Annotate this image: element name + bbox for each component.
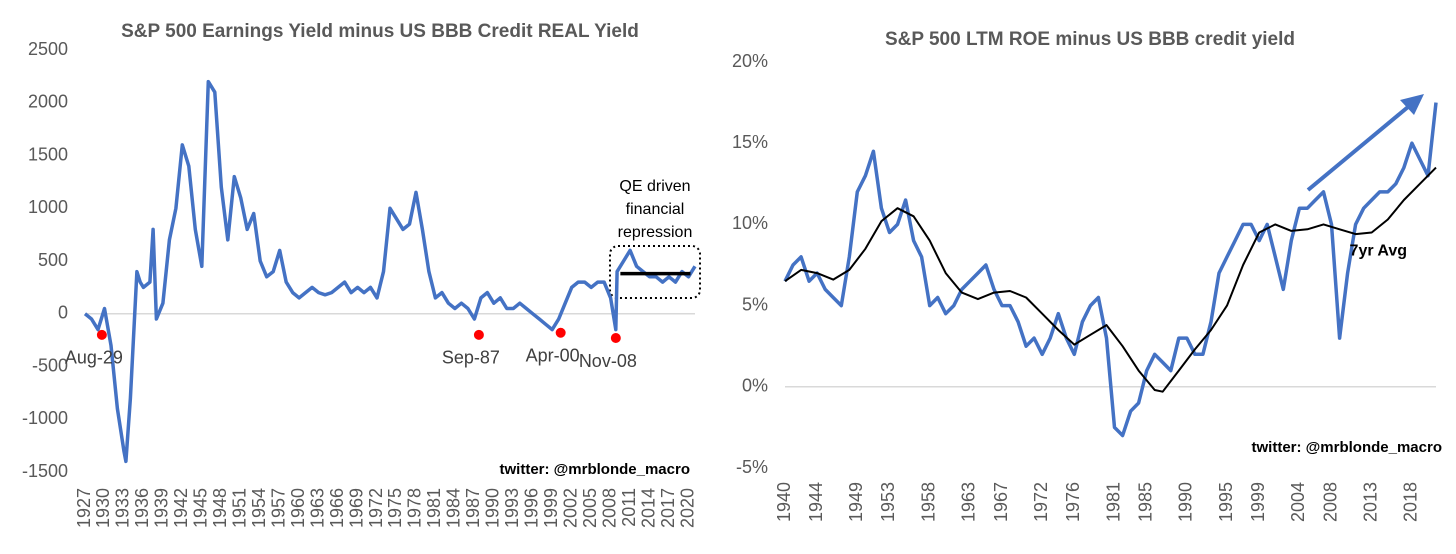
y-tick-label: 1000 [28,197,68,217]
annotation-point [473,329,484,340]
x-tick-label: 1954 [249,488,269,528]
x-tick-label: 1996 [522,488,542,528]
x-tick-label: 1963 [307,488,327,528]
x-tick-label: 1960 [288,488,308,528]
x-tick-label: 1949 [846,482,866,522]
x-tick-label: 1944 [806,482,826,522]
x-tick-label: 2014 [638,488,658,528]
x-tick-label: 1958 [918,482,938,522]
annotation-label: Apr-00 [526,345,580,365]
x-tick-label: 2004 [1288,482,1308,522]
y-tick-label: 0% [742,376,768,396]
y-tick-label: 15% [732,132,768,152]
credit: twitter: @mrblonde_macro [1252,439,1443,456]
chart-title: S&P 500 LTM ROE minus US BBB credit yiel… [885,29,1295,50]
y-tick-label: 20% [732,51,768,71]
series-label: 7yr Avg [1350,242,1408,259]
x-tick-label: 1942 [171,488,191,528]
x-tick-label: 2011 [619,488,639,527]
x-tick-label: 1927 [74,488,94,528]
annotation-label: Nov-08 [579,351,637,371]
y-tick-label: -500 [32,355,68,375]
x-tick-label: 2005 [580,488,600,528]
x-tick-label: 1967 [991,482,1011,522]
x-tick-label: 1999 [541,488,561,528]
x-tick-label: 1981 [1103,482,1123,522]
credit: twitter: @mrblonde_macro [500,461,691,478]
chart-title: S&P 500 Earnings Yield minus US BBB Cred… [121,21,639,42]
x-tick-label: 1978 [405,488,425,528]
x-tick-label: 1976 [1063,482,1083,522]
x-tick-label: 1963 [959,482,979,522]
annotation-point [555,327,566,338]
y-tick-label: 10% [732,213,768,233]
y-tick-label: -1500 [22,461,68,481]
x-tick-label: 1972 [366,488,386,528]
x-tick-label: 1940 [774,482,794,522]
x-tick-label: 1975 [385,488,405,528]
x-tick-label: 2008 [599,488,619,528]
annotation-point [610,333,621,344]
y-tick-label: 5% [742,294,768,314]
y-tick-label: -5% [736,457,768,477]
x-tick-label: 1969 [346,488,366,528]
y-tick-label: 500 [38,250,68,270]
y-tick-label: -1000 [22,408,68,428]
annotation-point [96,329,107,340]
x-tick-label: 2018 [1401,482,1421,522]
x-tick-label: 1930 [93,488,113,528]
x-tick-label: 1966 [327,488,347,528]
trend-arrow-head [1400,94,1424,115]
annotation-label: Sep-87 [442,348,500,368]
x-tick-label: 2020 [677,488,697,528]
x-tick-label: 1993 [502,488,522,528]
x-tick-label: 1990 [1176,482,1196,522]
y-tick-label: 0 [58,303,68,323]
x-tick-label: 1999 [1248,482,1268,522]
x-tick-label: 1939 [152,488,172,528]
line-series [784,166,1437,393]
x-tick-label: 2013 [1360,482,1380,522]
x-tick-label: 2002 [560,488,580,528]
x-tick-label: 1945 [191,488,211,528]
note-text: financial [626,201,685,218]
x-tick-label: 1995 [1216,482,1236,522]
x-tick-label: 1936 [132,488,152,528]
line-series [783,102,1438,438]
x-tick-label: 1953 [878,482,898,522]
annotation-label: Aug-29 [65,348,123,368]
y-tick-label: 2500 [28,39,68,59]
x-tick-label: 1981 [424,488,444,528]
x-tick-label: 1951 [229,488,249,528]
x-tick-label: 1933 [113,488,133,528]
trend-arrow [1306,100,1416,192]
x-tick-label: 2017 [658,488,678,528]
qe-box [609,245,701,299]
x-tick-label: 1957 [268,488,288,528]
x-tick-label: 1985 [1135,482,1155,522]
note-text: QE driven [619,178,690,195]
x-tick-label: 1972 [1031,482,1051,522]
y-tick-label: 2000 [28,92,68,112]
x-tick-label: 1948 [210,488,230,528]
note-text: repression [618,224,693,241]
x-tick-label: 1984 [444,488,464,528]
x-tick-label: 1987 [463,488,483,528]
line-series [83,79,697,464]
y-tick-label: 1500 [28,144,68,164]
x-tick-label: 2008 [1320,482,1340,522]
x-tick-label: 1990 [483,488,503,528]
